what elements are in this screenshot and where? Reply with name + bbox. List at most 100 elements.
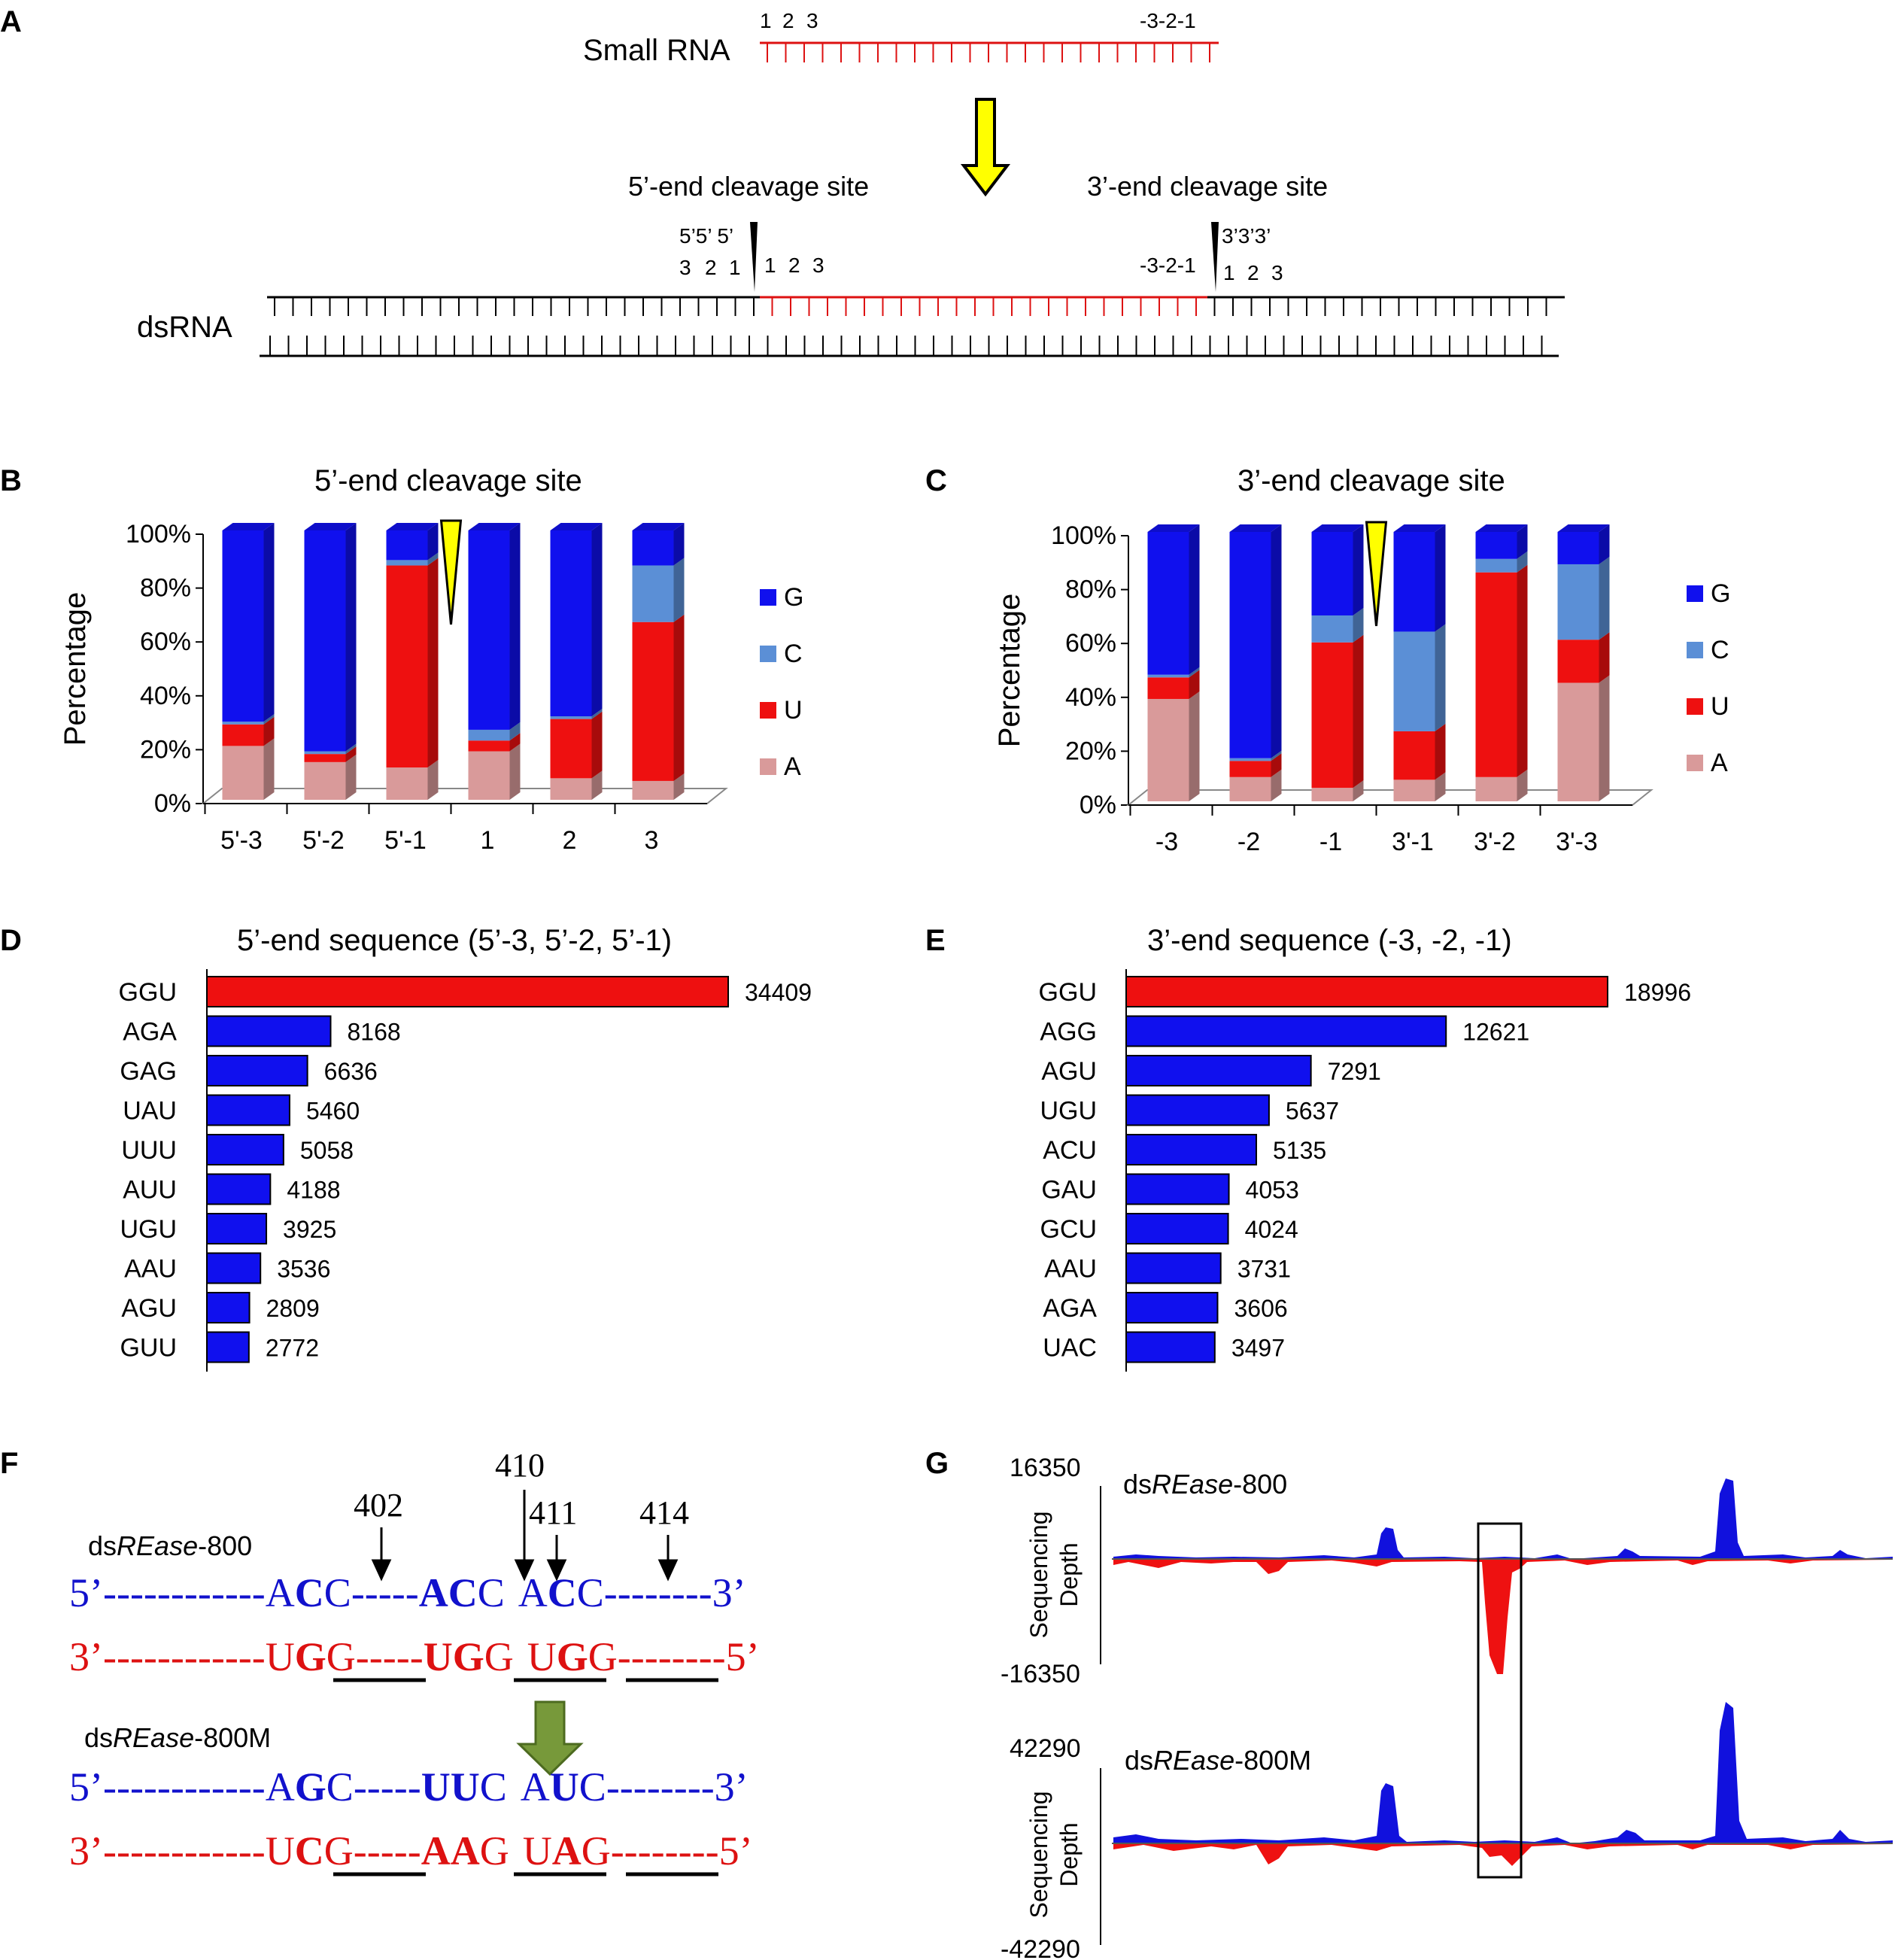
bar-side-G — [427, 523, 439, 561]
position-411: 411 — [529, 1494, 577, 1531]
bar-side-G — [1599, 524, 1610, 564]
bar-top — [222, 523, 275, 530]
bar-side-A — [263, 738, 275, 800]
bar-segment-U — [632, 621, 674, 781]
bar — [206, 1094, 290, 1126]
bar-top — [550, 523, 603, 530]
bar-side-A — [673, 773, 685, 800]
y-axis-title: Percentage — [59, 592, 92, 746]
bar-side-C — [1435, 624, 1446, 731]
bar-side-G — [1353, 524, 1364, 615]
bar-segment-C — [1311, 615, 1353, 643]
legend-swatch-U — [760, 702, 776, 719]
cleavage-highlight-box — [1477, 1522, 1523, 1879]
bar — [1125, 1252, 1222, 1284]
category-label: AGA — [1043, 1294, 1097, 1323]
bar-segment-G — [1147, 532, 1189, 675]
x-tick-label: 1 — [481, 826, 495, 855]
bar-side-U — [673, 614, 685, 781]
panel-a: A Small RNA 1 2 3 -3-2-1 5’-end cleavage… — [0, 5, 1565, 357]
legend-label-C: C — [784, 640, 803, 668]
category-label: ACU — [1043, 1136, 1097, 1165]
value-label: 18996 — [1624, 979, 1691, 1006]
bar-segment-C — [1475, 558, 1517, 573]
bar-top — [1475, 524, 1528, 532]
y-tick-label: 40% — [1065, 683, 1116, 712]
bar-segment-C — [222, 722, 264, 725]
bar-segment-A — [1229, 776, 1271, 801]
bar-segment-U — [386, 565, 428, 768]
bar — [206, 1055, 308, 1086]
bar-side-C — [1599, 556, 1610, 640]
bar-side-C — [1189, 667, 1200, 678]
value-label: 6636 — [324, 1058, 378, 1085]
bar-segment-C — [1229, 758, 1271, 761]
small-rna-ticks — [767, 43, 1210, 62]
bar-side-C — [1353, 607, 1364, 643]
bar-side-A — [1189, 691, 1200, 801]
cleavage-site-marker — [1365, 521, 1388, 627]
three-site-bottom-3: 3 — [1271, 261, 1283, 284]
x-tick-label: 3'-1 — [1392, 828, 1434, 856]
category-label: AAU — [124, 1255, 177, 1284]
category-label: UAC — [1043, 1334, 1097, 1363]
category-label: GGU — [1039, 978, 1097, 1007]
value-label: 8168 — [348, 1019, 401, 1046]
bar-segment-G — [304, 530, 346, 752]
panel-e-title: 3’-end sequence (-3, -2, -1) — [1147, 924, 1512, 957]
y-tick-label: 60% — [140, 628, 191, 656]
bar-segment-G — [1557, 532, 1599, 564]
bar-segment-A — [386, 767, 428, 800]
panel-label-g: G — [925, 1447, 949, 1480]
value-label: 4188 — [287, 1177, 340, 1204]
bar-side-C — [509, 722, 521, 741]
category-label: AAU — [1044, 1255, 1097, 1284]
x-tick-label: 3 — [645, 826, 659, 855]
five-site-bottom-1: 1 — [729, 256, 741, 279]
dsrna-ticks — [269, 297, 1547, 356]
bar-segment-A — [468, 751, 510, 800]
legend-swatch-A — [1687, 755, 1703, 771]
value-label: 5058 — [300, 1137, 354, 1164]
five-site-bottom-3: 3 — [679, 256, 691, 279]
panel-g: G 16350 -16350 dsREase-800 Sequencing De… — [925, 1447, 1893, 1960]
track2-ymax: 42290 — [1010, 1734, 1081, 1763]
category-label: UGU — [120, 1215, 177, 1244]
bar-side-U — [1517, 564, 1528, 777]
bar-segment-G — [222, 530, 264, 722]
category-label: UAU — [123, 1097, 177, 1126]
bar — [1125, 1331, 1216, 1363]
bar — [1125, 1015, 1447, 1047]
mut-bottom-strand: 3’------------UCG-----AAG UAG--------5’ — [69, 1828, 753, 1873]
bar-side-U — [345, 746, 357, 762]
track2-ymin: -42290 — [1001, 1935, 1080, 1960]
panel-d-chart: GGU 34409 AGA 8168 GAG 6636 UAU 5460 UUU 5058 AUU 4… — [119, 969, 812, 1372]
category-label: UUU — [121, 1136, 177, 1165]
bar-segment-A — [1557, 682, 1599, 801]
bar-side-G — [1271, 524, 1282, 758]
legend-label-A: A — [784, 752, 801, 781]
bar-side-A — [345, 754, 357, 800]
bar-top — [304, 523, 357, 530]
category-label: GGU — [119, 978, 177, 1007]
x-tick-label: 2 — [563, 826, 577, 855]
bar-side-U — [1353, 634, 1364, 789]
legend-label-G: G — [1711, 579, 1730, 608]
bar-side-G — [1435, 524, 1446, 632]
bar-segment-C — [304, 751, 346, 755]
five-site-top: 5’5’ 5’ — [679, 224, 733, 248]
bar-segment-C — [386, 560, 428, 566]
y-tick-label: 80% — [1065, 576, 1116, 604]
bar-side-U — [263, 716, 275, 746]
panel-e-chart: GGU 18996 AGG 12621 AGU 7291 UGU 5637 ACU 5135 GAU… — [1039, 969, 1691, 1372]
bar-side-C — [1271, 750, 1282, 761]
bar-segment-G — [632, 530, 674, 566]
small-rna-label: Small RNA — [583, 34, 730, 67]
bar-segment-A — [1147, 698, 1189, 801]
legend-swatch-C — [1687, 642, 1703, 658]
value-label: 12621 — [1462, 1019, 1529, 1046]
value-label: 4024 — [1245, 1216, 1298, 1243]
bar-top — [386, 523, 439, 530]
three-site-bottom-2: 2 — [1247, 261, 1259, 284]
